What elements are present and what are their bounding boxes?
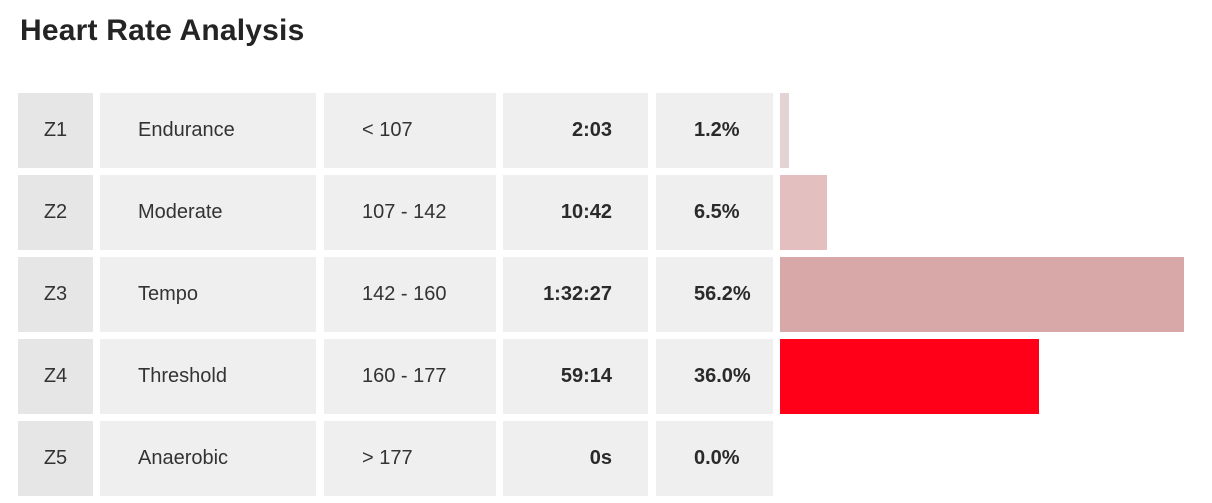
zone-time: 59:14 (503, 339, 648, 414)
zone-bar (780, 257, 1184, 332)
zone-label: Z5 (18, 421, 93, 496)
page-title: Heart Rate Analysis (20, 14, 305, 47)
zone-range: 160 - 177 (324, 339, 496, 414)
zone-range: > 177 (324, 421, 496, 496)
zone-label: Z2 (18, 175, 93, 250)
zone-row: Z3 Tempo 142 - 160 1:32:27 56.2% (18, 257, 1208, 332)
zone-time: 10:42 (503, 175, 648, 250)
zone-time: 2:03 (503, 93, 648, 168)
zone-row: Z4 Threshold 160 - 177 59:14 36.0% (18, 339, 1208, 414)
zone-time: 0s (503, 421, 648, 496)
zone-name: Threshold (100, 339, 316, 414)
zone-percent: 0.0% (656, 421, 773, 496)
zone-bar (780, 339, 1039, 414)
zone-label: Z1 (18, 93, 93, 168)
zone-percent: 36.0% (656, 339, 773, 414)
zone-percent: 6.5% (656, 175, 773, 250)
zone-name: Endurance (100, 93, 316, 168)
zone-bar (780, 93, 789, 168)
zone-name: Anaerobic (100, 421, 316, 496)
zone-range: 107 - 142 (324, 175, 496, 250)
zone-row: Z1 Endurance < 107 2:03 1.2% (18, 93, 1208, 168)
zone-bar (780, 175, 827, 250)
zone-row: Z2 Moderate 107 - 142 10:42 6.5% (18, 175, 1208, 250)
zone-time: 1:32:27 (503, 257, 648, 332)
zone-range: 142 - 160 (324, 257, 496, 332)
zone-range: < 107 (324, 93, 496, 168)
zone-name: Moderate (100, 175, 316, 250)
zone-label: Z4 (18, 339, 93, 414)
zone-percent: 1.2% (656, 93, 773, 168)
zone-name: Tempo (100, 257, 316, 332)
zone-label: Z3 (18, 257, 93, 332)
zone-percent: 56.2% (656, 257, 773, 332)
zone-row: Z5 Anaerobic > 177 0s 0.0% (18, 421, 1208, 496)
